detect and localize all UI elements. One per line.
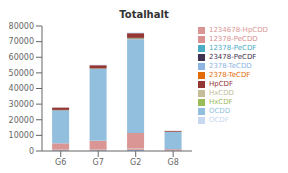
html-text:2378-TeCDD: 2378-TeCDD: [208, 62, 252, 70]
svg-text:0: 0: [29, 147, 34, 156]
svg-text:30000: 30000: [9, 100, 34, 109]
html-text:OCDD: OCDD: [208, 107, 231, 115]
svg-text:G2: G2: [130, 158, 141, 165]
html-text:HxCDD: HxCDD: [208, 89, 234, 97]
svg-text:20000: 20000: [9, 116, 34, 125]
html-text:12378-PeCDF: 12378-PeCDF: [208, 44, 257, 52]
svg-text:70000: 70000: [9, 37, 34, 46]
svg-text:80000: 80000: [9, 22, 34, 31]
svg-text:50000: 50000: [9, 69, 34, 78]
html-text:HpCDF: HpCDF: [208, 80, 233, 88]
svg-text:G8: G8: [168, 158, 179, 165]
html-text:OCDF: OCDF: [208, 116, 229, 124]
svg-text:G6: G6: [55, 158, 66, 165]
html-text:12378-PeCDD: 12378-PeCDD: [208, 35, 258, 43]
svg-text:G7: G7: [93, 158, 104, 165]
html-text:Totalhalt: Totalhalt: [119, 9, 169, 20]
svg-text:10000: 10000: [9, 131, 34, 140]
html-text:2378-TeCDF: 2378-TeCDF: [208, 71, 251, 79]
svg-text:40000: 40000: [9, 84, 34, 93]
html-text:23478-PeCDF: 23478-PeCDF: [208, 53, 257, 61]
html-text:HxCDF: HxCDF: [208, 98, 233, 106]
svg-text:60000: 60000: [9, 53, 34, 62]
html-text:1234678-HpCDD: 1234678-HpCDD: [208, 26, 268, 34]
